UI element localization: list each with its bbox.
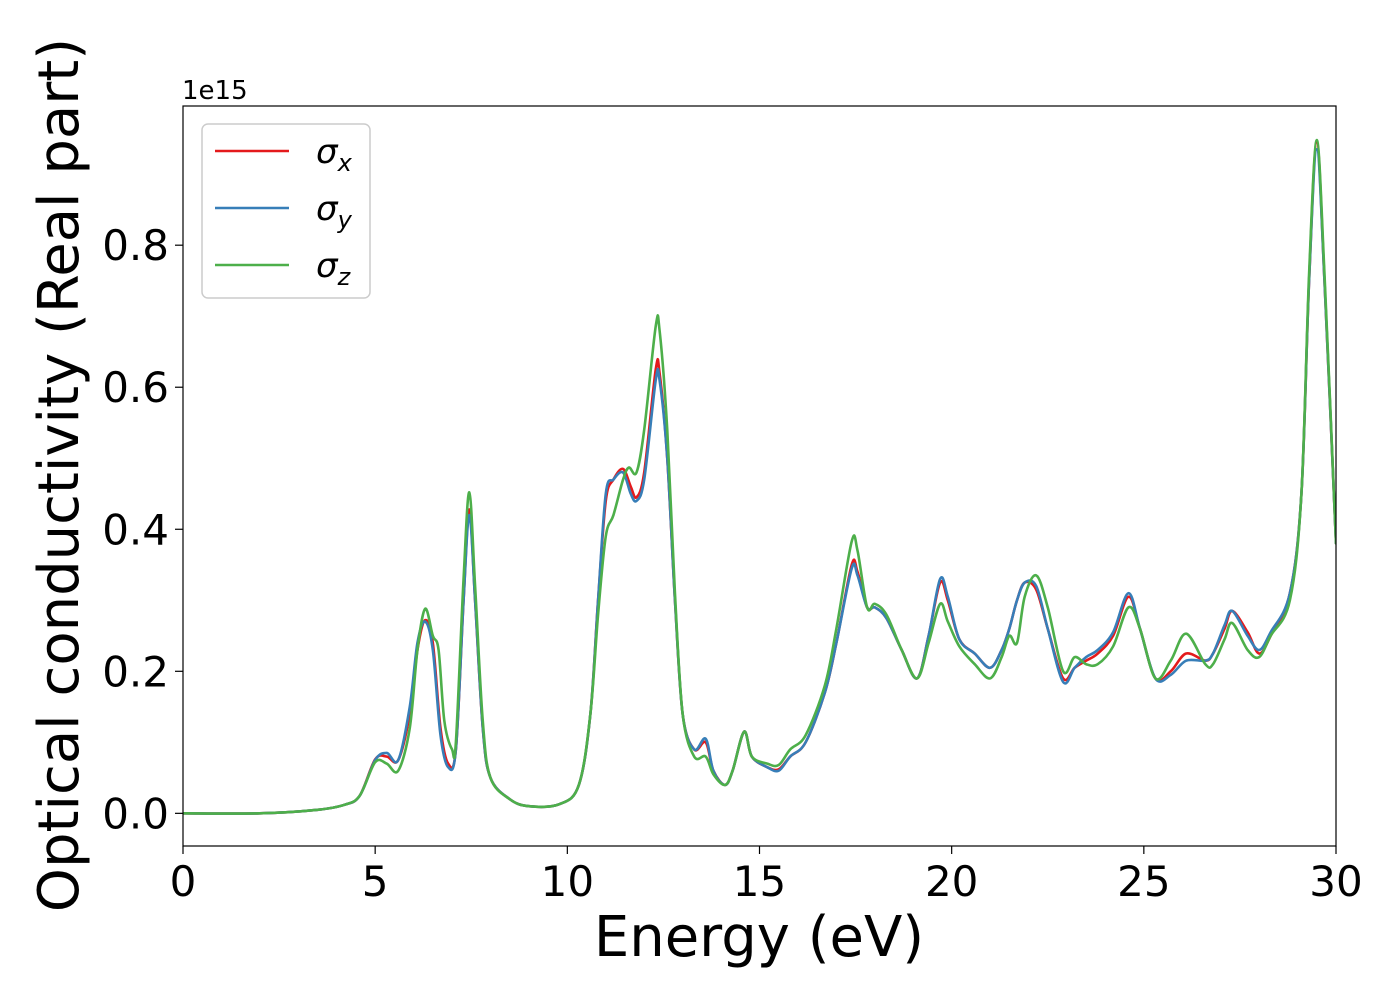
y-tick-label: 0.8 [102, 221, 169, 270]
y-axis-ticks: 0.0 0.2 0.4 0.6 0.8 [102, 221, 183, 838]
x-tick-label: 10 [541, 857, 594, 906]
series-line-z [183, 138, 1336, 815]
x-tick-label: 25 [1117, 857, 1170, 906]
legend: σx σy σz [201, 123, 371, 299]
y-tick-label: 0.2 [102, 647, 169, 696]
plot-area [182, 105, 1337, 847]
legend-label-x: σx [316, 132, 353, 177]
series-group [183, 138, 1336, 815]
y-axis-offset-label: 1e15 [182, 76, 248, 106]
y-tick-label: 0.0 [102, 789, 169, 838]
y-axis-label: Optical conductivity (Real part) [27, 38, 92, 912]
legend-label-y: σy [316, 189, 353, 234]
x-tick-label: 5 [362, 857, 389, 906]
x-tick-label: 30 [1309, 857, 1362, 906]
y-tick-label: 0.4 [102, 505, 169, 554]
legend-box [201, 123, 371, 299]
legend-entries: σx σy σz [215, 132, 353, 291]
x-tick-label: 20 [925, 857, 978, 906]
legend-label-z: σz [316, 246, 352, 291]
x-tick-label: 15 [733, 857, 786, 906]
x-tick-label: 0 [170, 857, 197, 906]
y-tick-label: 0.6 [102, 363, 169, 412]
x-axis-label: Energy (eV) [594, 905, 924, 970]
x-axis-ticks: 0 5 10 15 20 25 30 [170, 846, 1363, 906]
